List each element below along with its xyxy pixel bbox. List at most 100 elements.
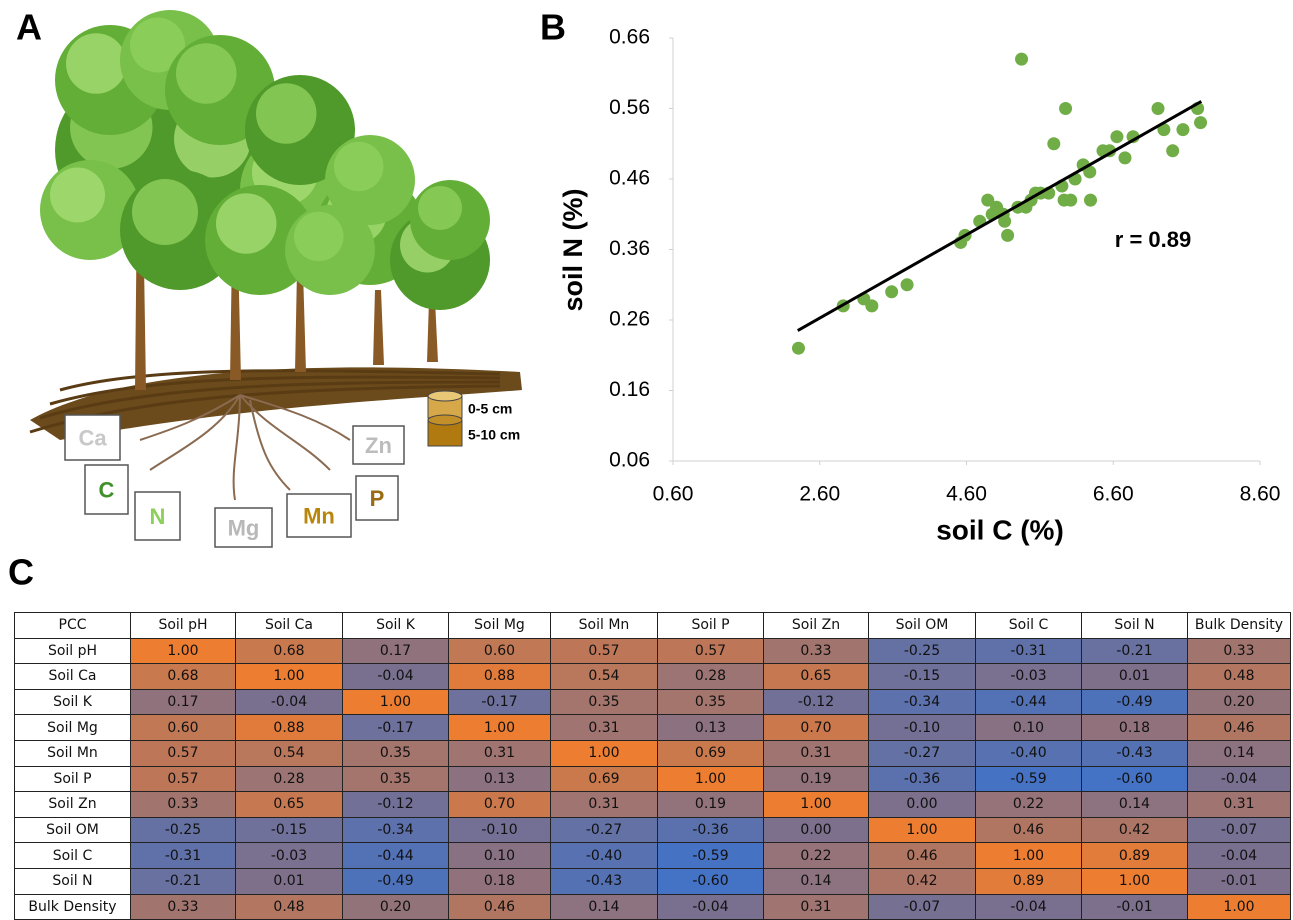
table-cell: Soil Ca bbox=[15, 664, 131, 690]
point bbox=[1118, 151, 1131, 164]
table-cell: -0.07 bbox=[869, 894, 976, 920]
table-row: Soil Zn0.330.65-0.120.700.310.191.000.00… bbox=[15, 792, 1291, 818]
table-cell: Bulk Density bbox=[15, 894, 131, 920]
table-cell: 0.89 bbox=[1082, 843, 1188, 869]
table-cell: 0.89 bbox=[976, 868, 1082, 894]
table-cell: -0.17 bbox=[449, 689, 551, 715]
table-cell: 0.20 bbox=[1188, 689, 1291, 715]
table-cell: 0.10 bbox=[449, 843, 551, 869]
table-cell: -0.49 bbox=[343, 868, 449, 894]
y-tick-label: 0.56 bbox=[609, 96, 650, 119]
table-cell: 1.00 bbox=[976, 843, 1082, 869]
table-cell: -0.36 bbox=[658, 817, 764, 843]
y-tick-label: 0.36 bbox=[609, 237, 650, 260]
table-cell: -0.15 bbox=[236, 817, 343, 843]
table-cell: Soil K bbox=[15, 689, 131, 715]
table-cell: 0.20 bbox=[343, 894, 449, 920]
table-cell: -0.34 bbox=[343, 817, 449, 843]
table-cell: 0.19 bbox=[658, 792, 764, 818]
table-cell: 0.01 bbox=[1082, 664, 1188, 690]
y-tick-label: 0.66 bbox=[609, 26, 650, 49]
table-cell: 0.60 bbox=[449, 638, 551, 664]
table-cell: -0.60 bbox=[658, 868, 764, 894]
table-cell: 0.48 bbox=[1188, 664, 1291, 690]
table-cell: -0.04 bbox=[658, 894, 764, 920]
table-cell: 0.22 bbox=[764, 843, 869, 869]
table-cell: 0.35 bbox=[343, 766, 449, 792]
nutrient-label: Mg bbox=[228, 515, 260, 540]
trendline bbox=[798, 101, 1202, 330]
table-cell: 0.13 bbox=[449, 766, 551, 792]
correlation-table: PCCSoil pHSoil CaSoil KSoil MgSoil MnSoi… bbox=[14, 612, 1291, 920]
table-cell: -0.01 bbox=[1188, 868, 1291, 894]
nutrient-label: N bbox=[150, 504, 166, 529]
point bbox=[885, 285, 898, 298]
table-cell: 0.14 bbox=[551, 894, 658, 920]
root bbox=[250, 400, 290, 490]
table-cell: -0.43 bbox=[1082, 740, 1188, 766]
table-cell: 0.65 bbox=[764, 664, 869, 690]
table-cell: 0.42 bbox=[869, 868, 976, 894]
table-cell: -0.36 bbox=[869, 766, 976, 792]
x-tick-label: 6.60 bbox=[1093, 483, 1134, 506]
table-cell: 0.68 bbox=[131, 664, 236, 690]
table-row: Soil pH1.000.680.170.600.570.570.33-0.25… bbox=[15, 638, 1291, 664]
annotation: r = 0.89 bbox=[1115, 227, 1191, 252]
nutrient-label: Zn bbox=[365, 433, 392, 458]
table-row: Soil P0.570.280.350.130.691.000.19-0.36-… bbox=[15, 766, 1291, 792]
table-cell: 1.00 bbox=[1082, 868, 1188, 894]
table-cell: -0.03 bbox=[976, 664, 1082, 690]
table-cell: 0.13 bbox=[658, 715, 764, 741]
canopy-highlight bbox=[294, 212, 344, 262]
table-cell: Bulk Density bbox=[1188, 613, 1291, 639]
table-cell: -0.15 bbox=[869, 664, 976, 690]
soil-core-top bbox=[428, 415, 462, 425]
table-cell: 0.60 bbox=[131, 715, 236, 741]
table-cell: -0.25 bbox=[131, 817, 236, 843]
canopy-highlight bbox=[418, 186, 462, 230]
table-cell: PCC bbox=[15, 613, 131, 639]
canopy-highlight bbox=[66, 33, 127, 94]
table-cell: 0.57 bbox=[131, 766, 236, 792]
table-cell: 1.00 bbox=[658, 766, 764, 792]
table-cell: 0.35 bbox=[343, 740, 449, 766]
y-tick-label: 0.46 bbox=[609, 167, 650, 190]
table-cell: 0.57 bbox=[131, 740, 236, 766]
table-cell: 0.68 bbox=[236, 638, 343, 664]
table-cell: 0.35 bbox=[551, 689, 658, 715]
table-cell: 0.22 bbox=[976, 792, 1082, 818]
table-cell: -0.43 bbox=[551, 868, 658, 894]
panel-label: A bbox=[16, 7, 42, 48]
point bbox=[1084, 194, 1097, 207]
table-cell: 0.00 bbox=[764, 817, 869, 843]
x-tick-label: 8.60 bbox=[1240, 483, 1281, 506]
table-row: Soil OM-0.25-0.15-0.34-0.10-0.27-0.360.0… bbox=[15, 817, 1291, 843]
table-cell: 1.00 bbox=[551, 740, 658, 766]
table-cell: -0.17 bbox=[343, 715, 449, 741]
table-cell: -0.60 bbox=[1082, 766, 1188, 792]
table-cell: Soil pH bbox=[15, 638, 131, 664]
table-cell: 0.17 bbox=[343, 638, 449, 664]
table-cell: 1.00 bbox=[869, 817, 976, 843]
table-cell: -0.12 bbox=[764, 689, 869, 715]
canopy-highlight bbox=[216, 193, 277, 254]
table-cell: Soil Mn bbox=[551, 613, 658, 639]
panel-label: C bbox=[8, 552, 34, 593]
table-cell: Soil N bbox=[15, 868, 131, 894]
table-cell: 0.46 bbox=[449, 894, 551, 920]
point bbox=[1064, 194, 1077, 207]
table-cell: 0.18 bbox=[1082, 715, 1188, 741]
table-cell: Soil C bbox=[15, 843, 131, 869]
table-cell: 0.70 bbox=[764, 715, 869, 741]
table-cell: 0.31 bbox=[764, 894, 869, 920]
y-tick-label: 0.26 bbox=[609, 308, 650, 331]
table-cell: 1.00 bbox=[1188, 894, 1291, 920]
table-cell: 1.00 bbox=[131, 638, 236, 664]
table-cell: -0.01 bbox=[1082, 894, 1188, 920]
table-cell: -0.04 bbox=[343, 664, 449, 690]
table-cell: Soil OM bbox=[869, 613, 976, 639]
table-cell: -0.40 bbox=[976, 740, 1082, 766]
table-cell: Soil Mg bbox=[449, 613, 551, 639]
